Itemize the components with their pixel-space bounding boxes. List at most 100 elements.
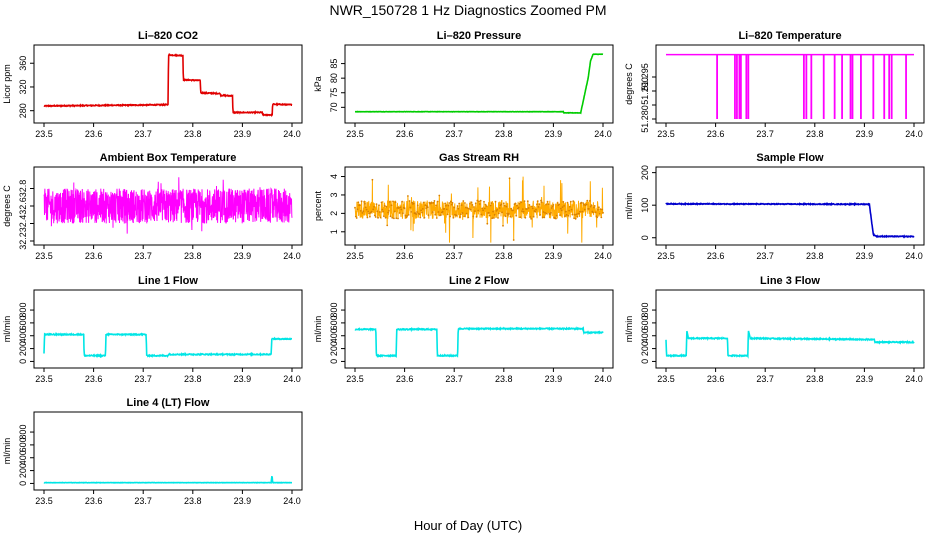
- series-point: [359, 204, 361, 207]
- y-tick-label: 32.8: [18, 180, 28, 198]
- series-point: [552, 204, 555, 206]
- y-tick-label: 51.295: [640, 63, 650, 91]
- series-point: [506, 212, 508, 215]
- x-tick-label: 23.6: [85, 374, 103, 384]
- y-axis-label: degrees C: [624, 63, 634, 105]
- series-point: [569, 205, 571, 208]
- series-point: [518, 202, 521, 205]
- series-point: [582, 202, 585, 205]
- series-point: [438, 194, 441, 197]
- series-point: [372, 208, 375, 211]
- series-point: [468, 207, 470, 210]
- series-point: [473, 206, 475, 208]
- y-tick-label: 0: [18, 359, 28, 364]
- series-point: [489, 204, 492, 207]
- panel-rh: Gas Stream RH percent 23.5 23.6 23.7 23.8 23.9…: [313, 152, 614, 261]
- series-point: [515, 214, 518, 217]
- series-point: [461, 212, 464, 214]
- series-point: [593, 206, 595, 209]
- series-line: [43, 177, 293, 234]
- y-tick-label: 80: [329, 73, 339, 83]
- series-point: [365, 208, 368, 211]
- series-point: [531, 207, 534, 210]
- x-tick-label: 23.7: [756, 374, 774, 384]
- series-point: [519, 216, 522, 219]
- series-point: [448, 202, 451, 204]
- series-point: [550, 207, 553, 209]
- series-point: [545, 203, 547, 206]
- y-tick-label: 0: [18, 481, 28, 486]
- plot-frame: [33, 411, 303, 491]
- series-point: [416, 211, 418, 213]
- series-point: [363, 201, 365, 203]
- panel-title: Line 4 (LT) Flow: [127, 397, 210, 409]
- series-point: [586, 199, 589, 202]
- x-axis-label: Hour of Day (UTC): [413, 518, 523, 533]
- series-point: [478, 203, 481, 205]
- x-tick-label: 23.6: [396, 251, 414, 261]
- series-point: [602, 211, 604, 214]
- series-point: [467, 216, 470, 219]
- y-tick-label: 0: [329, 359, 339, 364]
- x-tick-label: 23.8: [184, 251, 202, 261]
- x-tick-label: 23.6: [396, 374, 414, 384]
- x-tick-label: 23.5: [35, 374, 53, 384]
- series-point: [354, 215, 357, 218]
- series-point: [541, 216, 544, 219]
- x-tick-label: 23.6: [396, 129, 414, 139]
- series-point: [544, 212, 546, 214]
- series-point: [583, 208, 586, 211]
- x-tick-label: 23.9: [545, 374, 563, 384]
- series-point: [450, 203, 453, 206]
- panel-title: Li–820 Temperature: [738, 30, 841, 42]
- x-tick-label: 23.5: [35, 129, 53, 139]
- series-point: [507, 212, 510, 215]
- panel-title: Line 1 Flow: [138, 275, 198, 287]
- x-tick-label: 23.7: [134, 374, 152, 384]
- series-point: [436, 200, 439, 203]
- y-tick-label: 200: [640, 165, 650, 180]
- x-tick-label: 24.0: [283, 129, 301, 139]
- series-point: [530, 217, 532, 220]
- series-point: [381, 208, 384, 211]
- series-point: [397, 207, 400, 209]
- series-point: [445, 208, 448, 211]
- series-point: [527, 207, 530, 209]
- series-point: [534, 210, 537, 213]
- y-tick-label: 600: [640, 315, 650, 330]
- x-tick-label: 23.8: [806, 251, 824, 261]
- series-point: [529, 216, 532, 218]
- series-point: [390, 204, 393, 207]
- y-axis-label: ml/min: [2, 316, 12, 343]
- y-tick-label: 4: [329, 174, 339, 179]
- series-line: [43, 475, 292, 484]
- x-tick-label: 24.0: [594, 251, 612, 261]
- series-point: [590, 204, 593, 207]
- series-point: [451, 202, 454, 204]
- series-point: [462, 200, 465, 202]
- series-point: [368, 212, 370, 215]
- series-point: [415, 213, 418, 216]
- y-tick-label: 70: [329, 102, 339, 112]
- series-point: [498, 207, 501, 209]
- x-tick-label: 24.0: [905, 129, 923, 139]
- x-tick-label: 23.8: [495, 251, 513, 261]
- series-point: [503, 204, 506, 207]
- x-tick-label: 23.7: [134, 496, 152, 506]
- panel-title: Ambient Box Temperature: [100, 152, 237, 164]
- series-point: [524, 216, 527, 219]
- x-tick-label: 23.6: [85, 129, 103, 139]
- series-point: [576, 215, 579, 218]
- series-point: [409, 206, 412, 209]
- series-point: [593, 205, 596, 207]
- y-tick-label: 200: [18, 341, 28, 356]
- series-point: [547, 203, 550, 206]
- series-point: [546, 200, 549, 203]
- series-point: [370, 210, 373, 213]
- series-point: [392, 200, 394, 203]
- x-tick-label: 23.9: [856, 129, 874, 139]
- series-point: [567, 214, 570, 217]
- series-point: [523, 200, 526, 203]
- plot-frame: [33, 166, 303, 246]
- y-tick-label: 32.4: [18, 215, 28, 233]
